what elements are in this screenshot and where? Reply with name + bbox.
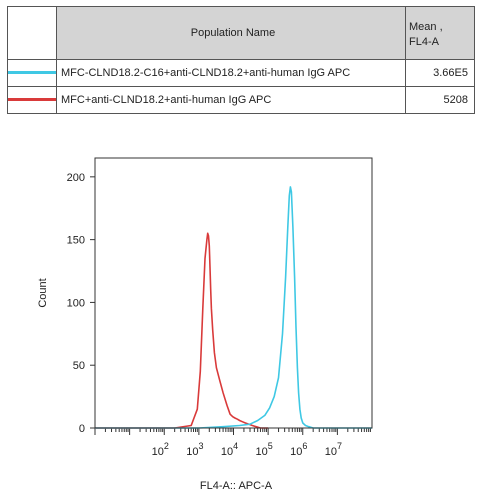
legend-row-value: 5208 (405, 86, 475, 114)
x-tick-label: 102 (152, 441, 169, 458)
legend-header-name: Population Name (56, 6, 406, 60)
y-axis-label: Count (37, 278, 49, 307)
series-line-cyan (95, 186, 372, 429)
y-tick-label: 50 (73, 360, 85, 372)
legend-row-value: 3.66E5 (405, 59, 475, 87)
legend-row: MFC+anti-CLND18.2+anti-human IgG APC 520… (7, 86, 475, 114)
legend-swatch-cell (7, 59, 57, 87)
legend-header-stat-line2: FL4-A (409, 35, 439, 48)
legend-header-row: Population Name Mean , FL4-A (7, 6, 475, 60)
legend-row-name: MFC+anti-CLND18.2+anti-human IgG APC (56, 86, 406, 114)
legend-table: Population Name Mean , FL4-A MFC-CLND18.… (7, 6, 475, 114)
x-tick-label: 104 (221, 441, 238, 458)
y-tick-label: 200 (67, 172, 85, 184)
series-line-red (95, 232, 269, 429)
legend-swatch-cell (7, 86, 57, 114)
y-tick-label: 150 (67, 235, 85, 247)
legend-row: MFC-CLND18.2-C16+anti-CLND18.2+anti-huma… (7, 59, 475, 87)
legend-swatch-cyan (8, 71, 56, 74)
legend-header-stat: Mean , FL4-A (405, 6, 475, 60)
series-lines (95, 186, 372, 429)
x-tick-label: 103 (186, 441, 203, 458)
plot-frame (94, 157, 373, 429)
x-tick-label: 105 (255, 441, 272, 458)
x-axis-label: FL4-A:: APC-A (200, 480, 273, 492)
legend-header-stat-line1: Mean , (409, 20, 443, 33)
legend-header-blank (7, 6, 57, 60)
x-tick-label: 106 (290, 441, 307, 458)
legend-swatch-red (8, 98, 56, 101)
y-tick-label: 100 (67, 297, 85, 309)
y-tick-label: 0 (79, 423, 85, 435)
axis-ticks: 0 50 100 150 200 102 103 104 105 106 107 (67, 172, 371, 458)
x-tick-label: 107 (325, 441, 342, 458)
